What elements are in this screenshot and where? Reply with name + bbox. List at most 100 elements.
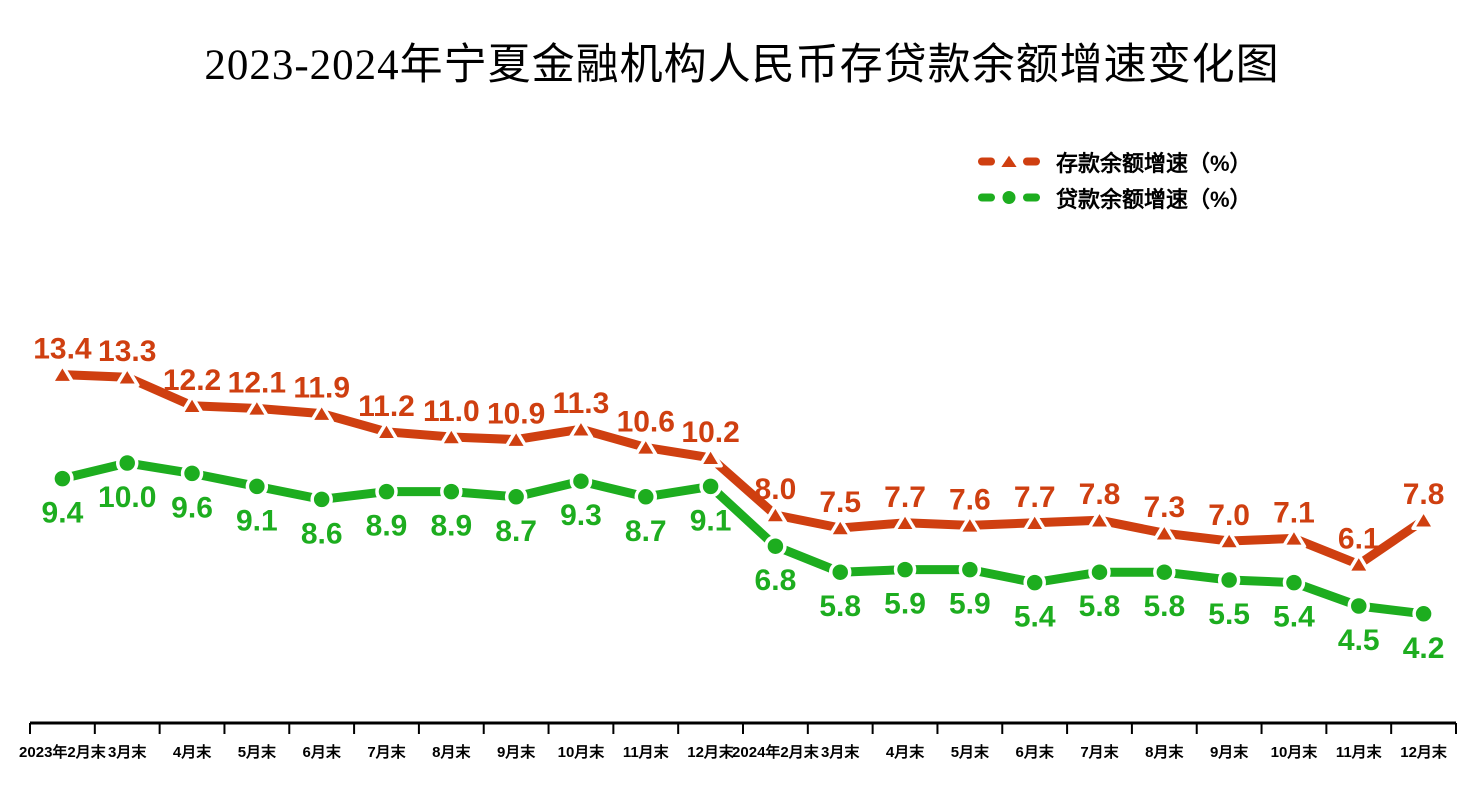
data-label: 5.9 <box>949 588 991 621</box>
data-label: 11.9 <box>293 372 350 405</box>
x-axis-label: 9月末 <box>497 743 536 761</box>
loan-marker-icon <box>893 558 917 581</box>
data-label: 5.9 <box>884 588 926 621</box>
x-axis-label: 5月末 <box>238 743 277 761</box>
data-label: 13.3 <box>98 335 156 368</box>
data-label: 7.8 <box>1403 478 1445 511</box>
deposit-marker-icon <box>179 394 205 416</box>
deposit-marker-icon <box>1411 508 1436 530</box>
data-label: 5.8 <box>819 590 861 623</box>
deposit-marker-icon <box>1281 527 1307 549</box>
loan-marker-icon <box>1217 568 1241 592</box>
deposit-marker-icon <box>1346 553 1372 575</box>
x-axis-label: 6月末 <box>1016 743 1055 761</box>
x-axis-label: 8月末 <box>1145 743 1184 761</box>
x-axis-label: 9月末 <box>1210 743 1249 761</box>
data-label: 8.9 <box>430 510 472 543</box>
x-axis-label: 7月末 <box>367 743 406 761</box>
data-label: 10.9 <box>487 398 545 431</box>
x-axis-label: 4月末 <box>173 743 212 761</box>
x-axis-label: 2024年2月末 <box>732 743 820 761</box>
deposit-marker-icon <box>1022 511 1047 533</box>
deposit-marker-icon <box>244 397 270 419</box>
deposit-marker-icon <box>568 417 594 439</box>
legend-item-loan: 贷款余额增速（%） <box>978 182 1252 213</box>
data-label: 4.2 <box>1403 632 1445 665</box>
loan-series: 9.4 10.0 9.6 9.1 8.6 8.9 8.9 8.7 9.3 8.7 9.1 6.8 5.8… <box>42 451 1445 665</box>
loan-marker-icon <box>1088 560 1111 584</box>
x-axis-label: 10月末 <box>558 743 606 761</box>
loan-marker-icon <box>180 462 204 485</box>
loan-marker-icon <box>1347 594 1371 618</box>
x-axis-label: 2023年2月末 <box>19 743 107 761</box>
loan-marker-icon <box>375 480 398 503</box>
data-label: 11.3 <box>553 387 610 420</box>
x-axis-label: 4月末 <box>886 743 925 761</box>
loan-marker-icon <box>764 534 787 558</box>
deposit-marker-icon <box>309 402 334 424</box>
data-label: 9.6 <box>171 491 213 524</box>
x-axis-label: 11月末 <box>623 743 670 761</box>
deposit-line-sample-icon <box>978 152 1040 169</box>
loan-marker-icon <box>828 560 852 584</box>
data-label: 7.1 <box>1273 496 1315 529</box>
x-axis-label: 7月末 <box>1080 743 1119 761</box>
data-label: 5.4 <box>1014 601 1056 634</box>
deposit-marker-icon <box>763 503 788 525</box>
data-label: 10.6 <box>617 405 675 438</box>
data-label: 9.1 <box>690 504 732 537</box>
loan-marker-icon <box>1282 571 1306 594</box>
deposit-series: 13.4 13.312.2 12.1 11.911.2 11.0 10.9 11.310.6… <box>33 333 1445 575</box>
data-label: 5.4 <box>1273 601 1315 634</box>
loan-marker-icon <box>115 451 139 475</box>
deposit-marker-icon <box>633 436 659 458</box>
data-label: 9.4 <box>42 497 84 530</box>
x-axis-label: 3月末 <box>821 743 860 761</box>
data-label: 5.5 <box>1208 598 1250 631</box>
data-label: 8.7 <box>625 515 667 548</box>
x-axis-label: 5月末 <box>951 743 990 761</box>
loan-marker-icon <box>440 480 463 503</box>
deposit-marker-icon <box>892 511 918 533</box>
data-label: 7.0 <box>1208 499 1250 532</box>
loan-marker-icon <box>1153 560 1176 584</box>
data-label: 11.0 <box>423 395 480 428</box>
data-label: 10.2 <box>681 416 739 449</box>
deposit-marker-icon <box>439 425 464 447</box>
data-label: 7.6 <box>949 483 991 516</box>
chart-legend: 存款余额增速（%） 贷款余额增速（%） <box>978 146 1252 213</box>
data-label: 7.7 <box>1014 481 1056 514</box>
data-label: 9.1 <box>236 504 278 537</box>
legend-label-deposit: 存款余额增速（%） <box>1056 150 1252 176</box>
loan-line-sample-icon <box>978 189 1040 206</box>
loan-marker-icon <box>699 475 722 498</box>
data-label: 5.8 <box>1079 590 1121 623</box>
deposit-marker-icon <box>503 428 529 450</box>
data-label: 11.2 <box>358 390 415 423</box>
data-label: 4.5 <box>1338 624 1380 657</box>
data-label: 8.7 <box>495 515 537 548</box>
deposit-marker-icon <box>827 516 853 538</box>
x-axis-label: 11月末 <box>1336 743 1383 761</box>
data-label: 7.5 <box>819 486 861 519</box>
x-axis-label: 12月末 <box>1400 743 1448 761</box>
x-axis-label: 12月末 <box>687 743 735 761</box>
deposit-marker-icon <box>1087 508 1112 530</box>
deposit-series-line <box>57 370 1429 569</box>
loan-marker-icon <box>51 467 74 490</box>
data-label: 7.3 <box>1143 491 1185 524</box>
chart-title: 2023-2024年宁夏金融机构人民币存贷款余额增速变化图 <box>204 42 1280 89</box>
x-axis: 2023年2月末 3月末 4月末 5月末 6月末 7月末 8月末 9月末 10月末 11月末 12月… <box>19 721 1457 761</box>
data-label: 6.1 <box>1338 522 1380 555</box>
x-axis-label: 6月末 <box>303 743 342 761</box>
data-label: 12.2 <box>163 364 221 397</box>
data-label: 6.8 <box>755 564 797 597</box>
data-label: 7.7 <box>884 481 926 514</box>
legend-label-loan: 贷款余额增速（%） <box>1056 186 1252 212</box>
loan-marker-icon <box>1023 571 1046 594</box>
deposit-marker-icon <box>374 420 399 442</box>
loan-marker-icon <box>1412 602 1435 626</box>
loan-marker-icon <box>310 488 333 511</box>
x-axis-label: 8月末 <box>432 743 471 761</box>
loan-marker-icon <box>958 558 982 581</box>
